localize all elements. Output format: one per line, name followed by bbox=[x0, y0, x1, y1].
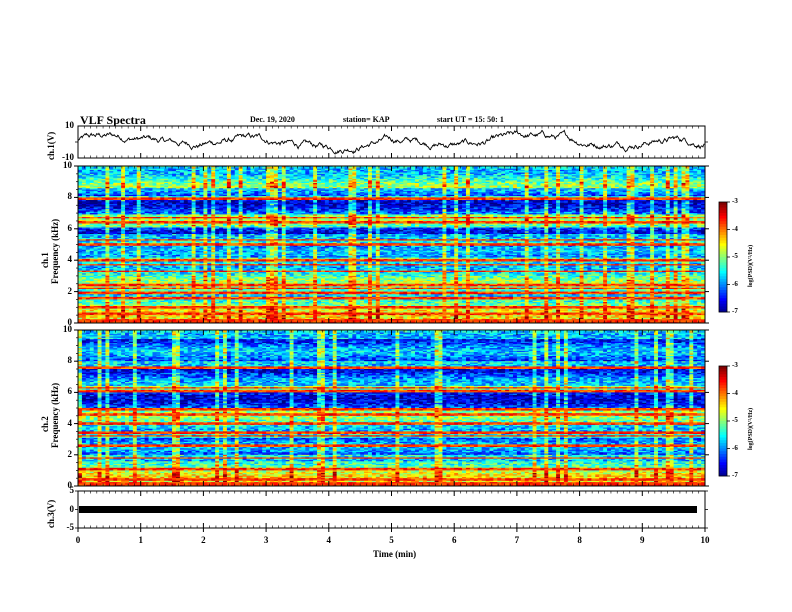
spectrogram-cells bbox=[78, 166, 705, 323]
